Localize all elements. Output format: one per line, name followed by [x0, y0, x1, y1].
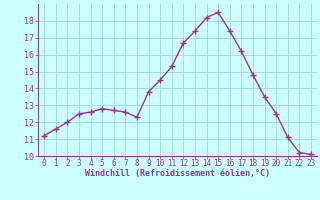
X-axis label: Windchill (Refroidissement éolien,°C): Windchill (Refroidissement éolien,°C) [85, 169, 270, 178]
